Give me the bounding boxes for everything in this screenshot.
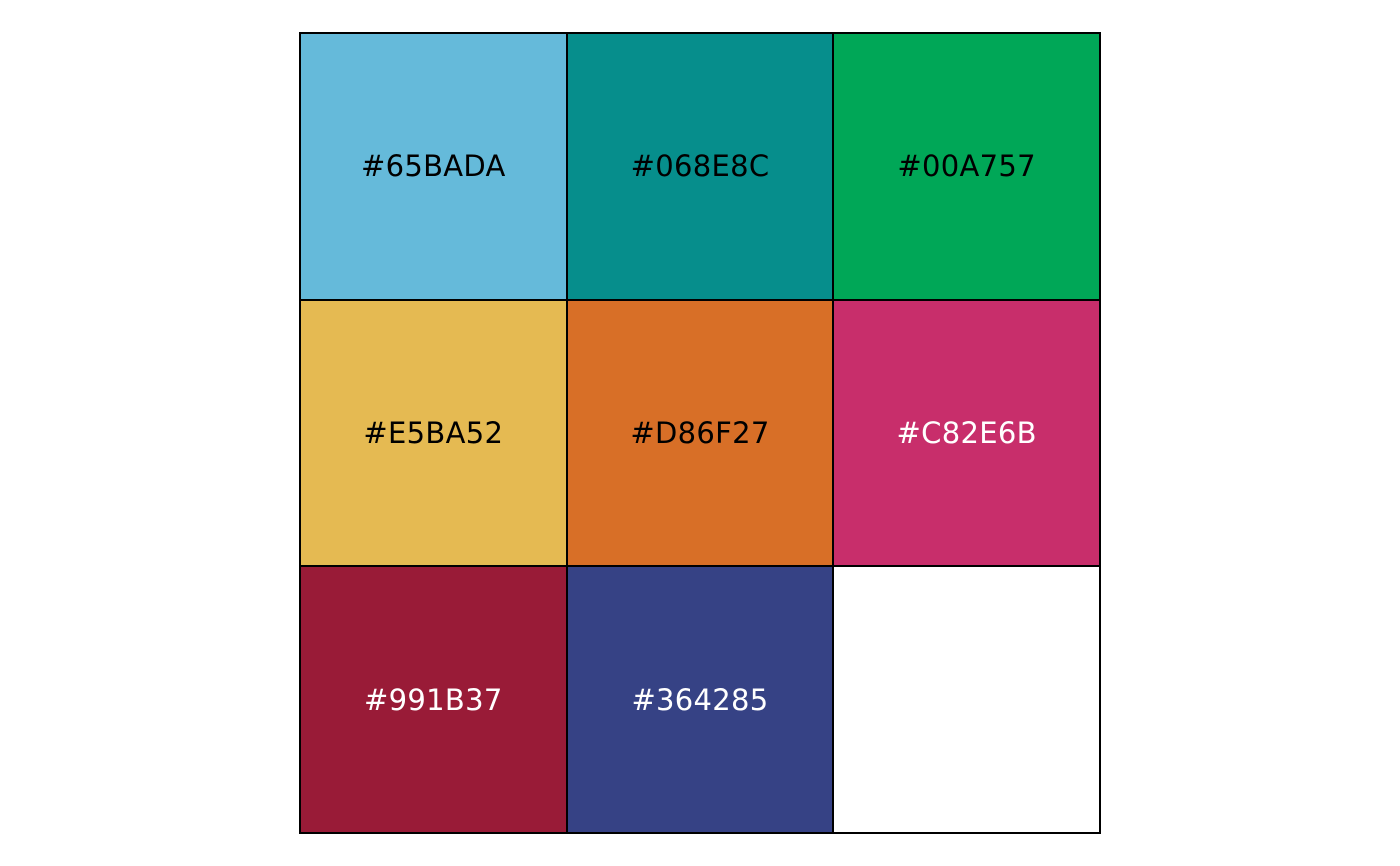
- color-swatch: #00A757: [834, 34, 1099, 299]
- color-swatch: #E5BA52: [301, 300, 566, 566]
- empty-swatch: [834, 567, 1099, 832]
- color-swatch: #D86F27: [567, 300, 833, 566]
- color-palette-grid: #65BADA #068E8C #00A757 #E5BA52 #D86F27 …: [299, 32, 1101, 834]
- color-swatch: #068E8C: [567, 34, 833, 299]
- swatch-label: #D86F27: [630, 415, 770, 450]
- color-swatch: #364285: [567, 567, 833, 832]
- swatch-label: #068E8C: [630, 149, 770, 184]
- swatch-label: #C82E6B: [896, 415, 1037, 450]
- swatch-label: #E5BA52: [363, 415, 504, 450]
- swatch-label: #364285: [631, 682, 769, 717]
- color-swatch: #C82E6B: [834, 300, 1099, 566]
- color-swatch: #991B37: [301, 567, 566, 832]
- swatch-label: #00A757: [897, 149, 1036, 184]
- swatch-label: #65BADA: [360, 149, 506, 184]
- swatch-label: #991B37: [364, 682, 503, 717]
- color-swatch: #65BADA: [301, 34, 566, 299]
